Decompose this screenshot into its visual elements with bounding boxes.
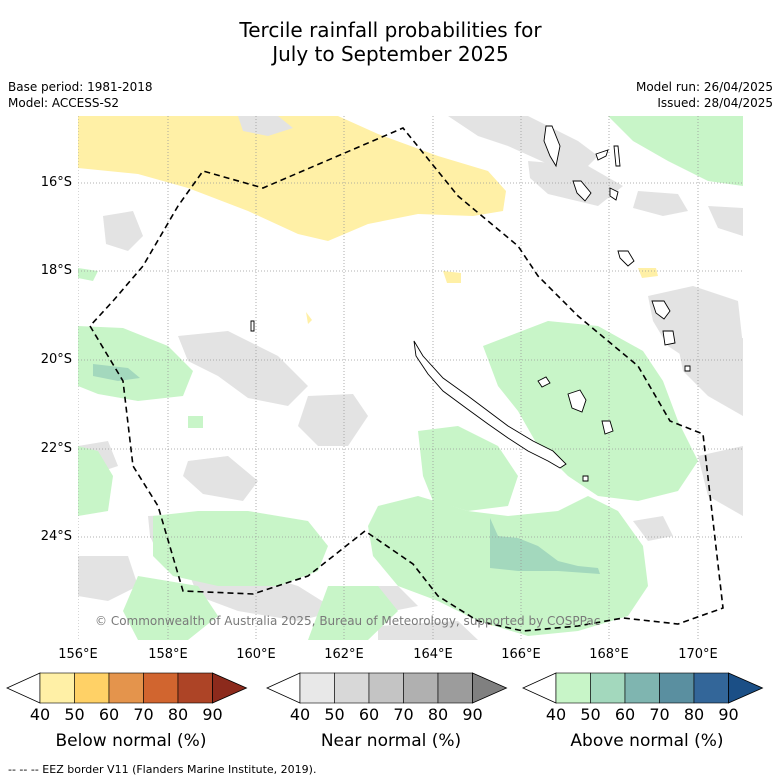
- colorbar-swatch: [39, 672, 75, 704]
- lon-label-166e: 166°E: [501, 647, 541, 662]
- below-normal-region: [443, 271, 461, 283]
- below-normal-region: [306, 312, 312, 324]
- lon-label-160e: 160°E: [236, 647, 276, 662]
- colorbar-tick-label: 70: [133, 705, 154, 724]
- colorbar-tick-label: 70: [649, 705, 670, 724]
- colorbar-lower-triangle: [6, 672, 41, 704]
- colorbar-swatch: [403, 672, 439, 704]
- colorbar-tick-label: 50: [580, 705, 601, 724]
- colorbar-near-normal: [266, 672, 508, 704]
- lon-label-164e: 164°E: [413, 647, 453, 662]
- lat-label-24s: 24°S: [40, 529, 72, 544]
- colorbar-tick-label: 80: [167, 705, 189, 724]
- lon-label-168e: 168°E: [589, 647, 629, 662]
- colorbar-tick-label: 40: [545, 705, 567, 724]
- colorbar-above-normal: [522, 672, 764, 704]
- colorbar-tick-label: 60: [358, 705, 380, 724]
- colorbar-label-near: Near normal (%): [320, 731, 462, 751]
- colorbar-swatch: [590, 672, 626, 704]
- lon-label-170e: 170°E: [678, 647, 718, 662]
- colorbar-swatch: [74, 672, 110, 704]
- colorbar-tick-label: 50: [64, 705, 85, 724]
- copyright-notice: © Commonwealth of Australia 2025, Bureau…: [95, 614, 601, 628]
- colorbar-tick-label: 60: [614, 705, 636, 724]
- lon-label-162e: 162°E: [324, 647, 364, 662]
- colorbar-swatch: [437, 672, 473, 704]
- map-svg: [78, 116, 743, 640]
- lat-label-22s: 22°S: [40, 441, 72, 456]
- colorbar-label-above: Above normal (%): [570, 731, 724, 751]
- colorbar-tick-label: 90: [462, 705, 483, 724]
- above-normal-60-region: [93, 364, 140, 381]
- lon-label-158e: 158°E: [148, 647, 188, 662]
- colorbar-swatch: [693, 672, 729, 704]
- base-period: Base period: 1981-2018: [8, 80, 153, 94]
- colorbar-below-normal: [6, 672, 248, 704]
- issued-date: Issued: 28/04/2025: [657, 96, 773, 110]
- lat-label-16s: 16°S: [40, 175, 72, 190]
- colorbar-tick-label: 40: [29, 705, 51, 724]
- colorbar-swatch: [299, 672, 335, 704]
- lat-label-18s: 18°S: [40, 263, 72, 278]
- colorbar-label-below: Below normal (%): [55, 731, 207, 751]
- colorbar-tick-label: 90: [718, 705, 739, 724]
- colorbar-swatch: [143, 672, 179, 704]
- eez-footnote: -- -- -- EEZ border V11 (Flanders Marine…: [8, 763, 317, 776]
- colorbar-tick-label: 40: [289, 705, 311, 724]
- meta-right: Model run: 26/04/2025 Issued: 28/04/2025: [636, 79, 773, 111]
- colorbar-swatch: [555, 672, 591, 704]
- colorbar-swatch: [624, 672, 660, 704]
- eez-border: [89, 127, 724, 632]
- model-name: Model: ACCESS-S2: [8, 96, 120, 110]
- colorbar-tick-label: 90: [202, 705, 223, 724]
- above-normal-60-region: [490, 518, 600, 574]
- colorbar-lower-triangle: [522, 672, 557, 704]
- colorbar-upper-triangle: [212, 672, 248, 704]
- colorbar-tick-label: 80: [683, 705, 705, 724]
- colorbar-swatch: [334, 672, 370, 704]
- colorbar-lower-triangle: [266, 672, 301, 704]
- title-line-1: Tercile rainfall probabilities for: [239, 18, 542, 42]
- new-caledonia-island: [413, 340, 567, 469]
- colorbar-swatch: [659, 672, 695, 704]
- colorbar-swatch: [108, 672, 144, 704]
- title-line-2: July to September 2025: [272, 42, 509, 66]
- map-panel: [78, 116, 743, 640]
- colorbar-tick-label: 50: [324, 705, 345, 724]
- lat-label-20s: 20°S: [40, 352, 72, 367]
- islands: [250, 125, 691, 482]
- colorbar-tick-label: 80: [427, 705, 449, 724]
- colorbar-swatch: [177, 672, 213, 704]
- meta-left: Base period: 1981-2018 Model: ACCESS-S2: [8, 79, 153, 111]
- below-normal-region: [638, 268, 658, 278]
- colorbar-swatch: [368, 672, 404, 704]
- map-title: Tercile rainfall probabilities for July …: [0, 18, 781, 66]
- below-normal-region: [78, 116, 506, 241]
- colorbar-tick-label: 70: [393, 705, 414, 724]
- model-run: Model run: 26/04/2025: [635, 80, 773, 94]
- colorbar-tick-label: 60: [98, 705, 120, 724]
- lon-label-156e: 156°E: [58, 647, 98, 662]
- colorbar-upper-triangle: [472, 672, 508, 704]
- colorbar-upper-triangle: [728, 672, 764, 704]
